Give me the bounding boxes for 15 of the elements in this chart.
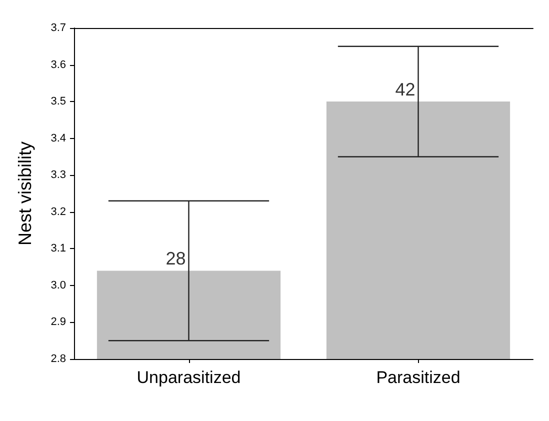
y-tick-label: 2.8 [50,353,66,365]
y-tick-label: 3.3 [50,169,66,182]
annotation: 42 [395,80,416,100]
y-tick-label: 3.4 [50,132,66,144]
y-tick-label: 3.0 [50,279,66,292]
y-tick-label: 3.2 [50,206,66,218]
y-tick-label: 3.7 [50,22,66,34]
y-axis-title: Nest visibility [15,141,35,246]
y-tick-label: 3.5 [50,96,66,108]
x-tick-label: Parasitized [376,368,460,387]
y-tick-label: 3.6 [50,58,66,71]
y-tick-label: 2.9 [50,316,66,328]
y-tick-label: 3.1 [50,242,66,255]
annotation: 28 [166,248,186,269]
x-tick-label: Unparasitized [136,368,241,387]
